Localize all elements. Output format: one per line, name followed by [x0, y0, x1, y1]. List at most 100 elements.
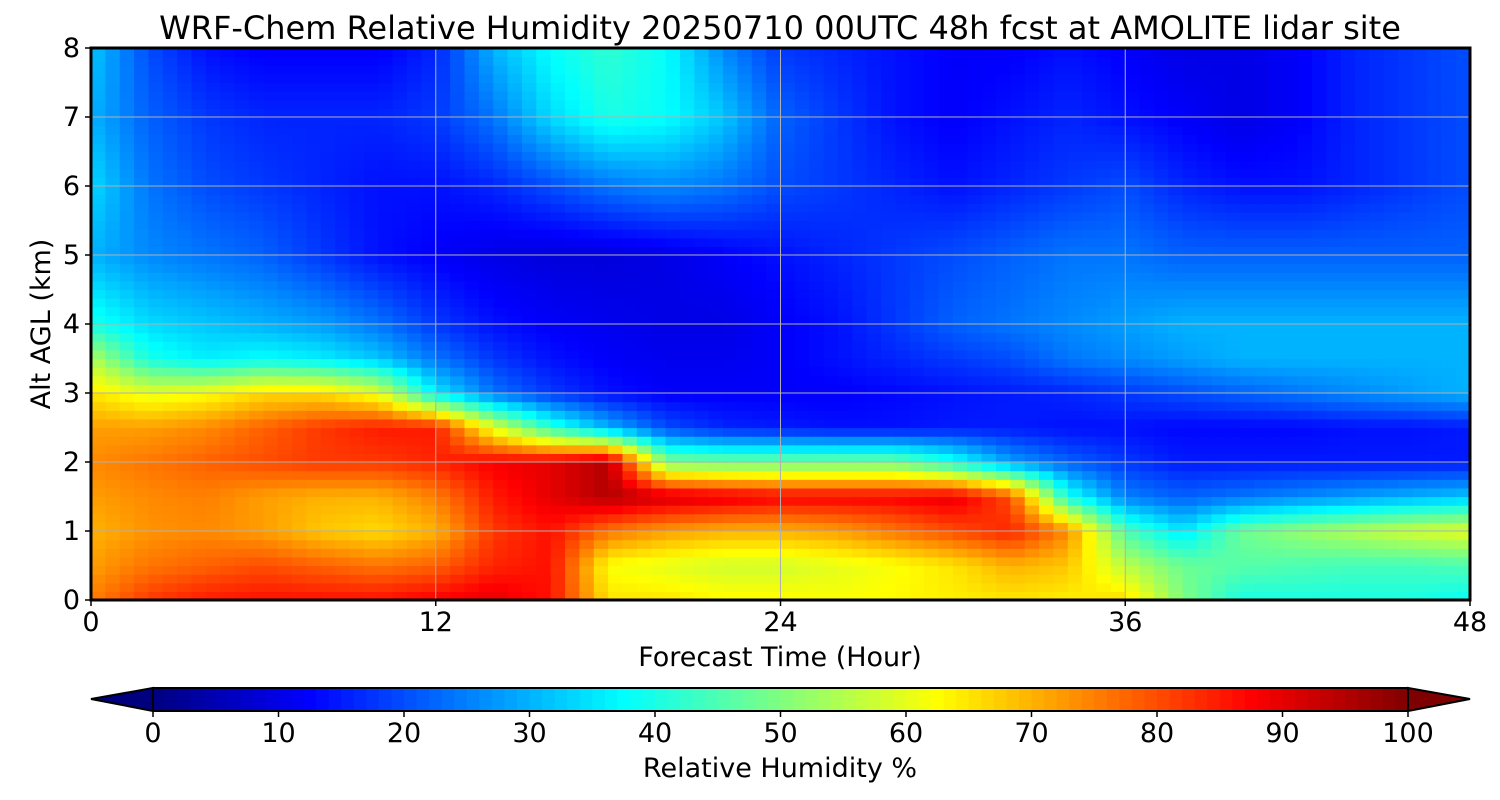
- heatmap-cell: [1139, 410, 1155, 420]
- heatmap-cell: [708, 194, 724, 204]
- heatmap-cell: [909, 220, 925, 230]
- heatmap-cell: [1225, 453, 1241, 463]
- heatmap-cell: [967, 220, 983, 230]
- heatmap-cell: [823, 194, 839, 204]
- heatmap-cell: [550, 444, 566, 454]
- heatmap-cell: [723, 591, 738, 601]
- heatmap-cell: [967, 332, 983, 342]
- heatmap-cell: [249, 367, 264, 377]
- heatmap-cell: [909, 280, 925, 291]
- heatmap-cell: [148, 522, 164, 532]
- heatmap-cell: [708, 246, 724, 256]
- heatmap-cell: [1311, 349, 1327, 360]
- heatmap-cell: [320, 591, 336, 601]
- heatmap-cell: [881, 513, 897, 523]
- heatmap-cell: [1297, 332, 1313, 342]
- heatmap-cell: [105, 160, 121, 170]
- heatmap-cell: [1067, 582, 1083, 592]
- heatmap-cell: [177, 160, 193, 170]
- heatmap-cell: [1283, 410, 1299, 420]
- heatmap-cell: [679, 358, 695, 368]
- heatmap-cell: [320, 401, 336, 411]
- heatmap-cell: [636, 444, 652, 454]
- heatmap-cell: [1412, 548, 1428, 558]
- heatmap-cell: [320, 522, 336, 532]
- heatmap-cell: [995, 367, 1011, 377]
- heatmap-cell: [1067, 436, 1083, 446]
- heatmap-cell: [1139, 539, 1155, 549]
- heatmap-cell: [349, 220, 365, 230]
- heatmap-cell: [1182, 211, 1198, 222]
- heatmap-cell: [924, 358, 940, 368]
- heatmap-cell: [335, 186, 351, 196]
- heatmap-cell: [1096, 255, 1112, 265]
- heatmap-cell: [751, 237, 767, 247]
- heatmap-cell: [363, 255, 379, 265]
- heatmap-cell: [565, 410, 580, 420]
- heatmap-cell: [1355, 427, 1371, 437]
- heatmap-cell: [952, 332, 968, 342]
- heatmap-cell: [1340, 324, 1356, 334]
- heatmap-cell: [119, 160, 135, 170]
- heatmap-cell: [995, 582, 1011, 592]
- heatmap-cell: [335, 168, 351, 178]
- heatmap-cell: [119, 177, 135, 187]
- heatmap-cell: [1139, 522, 1155, 532]
- heatmap-cell: [91, 298, 106, 308]
- heatmap-cell: [536, 358, 552, 368]
- heatmap-cell: [1398, 462, 1414, 472]
- heatmap-cell: [751, 487, 767, 498]
- heatmap-cell: [981, 168, 997, 178]
- heatmap-cell: [909, 444, 925, 454]
- heatmap-cell: [737, 513, 753, 523]
- heatmap-cell: [1268, 444, 1284, 454]
- heatmap-cell: [794, 470, 810, 480]
- heatmap-cell: [1024, 211, 1040, 222]
- heatmap-cell: [1125, 229, 1141, 239]
- heatmap-cell: [1096, 401, 1112, 411]
- heatmap-cell: [1326, 203, 1342, 213]
- heatmap-cell: [981, 436, 997, 446]
- heatmap-cell: [1254, 332, 1270, 342]
- heatmap-cell: [1096, 349, 1112, 360]
- heatmap-cell: [895, 220, 911, 230]
- heatmap-cell: [478, 375, 494, 385]
- heatmap-cell: [895, 418, 911, 429]
- heatmap-cell: [1268, 531, 1284, 541]
- heatmap-cell: [751, 151, 767, 161]
- heatmap-cell: [550, 211, 566, 222]
- heatmap-cell: [1240, 410, 1256, 420]
- heatmap-cell: [1283, 203, 1299, 213]
- heatmap-cell: [450, 548, 466, 558]
- heatmap-cell: [1225, 298, 1241, 308]
- heatmap-cell: [622, 177, 638, 187]
- heatmap-cell: [493, 427, 509, 437]
- heatmap-cell: [335, 298, 351, 308]
- heatmap-cell: [1110, 479, 1126, 489]
- heatmap-cell: [1182, 418, 1198, 429]
- heatmap-cell: [363, 591, 379, 601]
- heatmap-cell: [1139, 574, 1155, 584]
- heatmap-cell: [679, 341, 695, 351]
- heatmap-cell: [1455, 401, 1471, 411]
- heatmap-cell: [105, 556, 121, 567]
- heatmap-cell: [363, 186, 379, 196]
- heatmap-cell: [1412, 384, 1428, 394]
- heatmap-cell: [407, 211, 422, 222]
- heatmap-cell: [162, 591, 178, 601]
- heatmap-cell: [249, 151, 264, 161]
- heatmap-cell: [421, 186, 437, 196]
- heatmap-cell: [1326, 341, 1342, 351]
- heatmap-cell: [809, 393, 825, 403]
- heatmap-cell: [1067, 203, 1083, 213]
- heatmap-cell: [1096, 237, 1112, 247]
- heatmap-cell: [679, 246, 695, 256]
- heatmap-cell: [191, 565, 207, 575]
- heatmap-cell: [651, 436, 667, 446]
- heatmap-cell: [780, 556, 796, 567]
- heatmap-cell: [938, 229, 954, 239]
- heatmap-cell: [1039, 324, 1055, 334]
- heatmap-cell: [306, 436, 322, 446]
- heatmap-cell: [91, 237, 106, 247]
- heatmap-cell: [507, 436, 523, 446]
